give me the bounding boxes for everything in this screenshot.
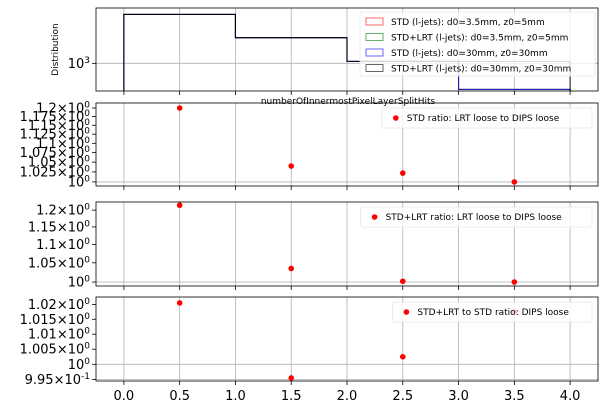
data-point [511,179,518,185]
y-tick-label: 1.175×100 [20,109,91,125]
y-tick-label: 1.05×100 [28,255,90,271]
y-tick-label: 1.025×100 [20,164,91,180]
y-tick-label: 1.01×100 [28,327,90,343]
y-tick-label: 9.95×10-1 [25,372,90,388]
y-tick-label: 1.125×100 [20,127,91,143]
panel-std-ratio: 1001.025×1001.05×1001.075×1001.1×1001.12… [20,101,599,190]
legend-label: STD+LRT (l-jets): d0=3.5mm, z0=5mm [391,34,568,44]
y-tick-label: 1.1×100 [36,136,90,152]
legend-label: STD (l-jets): d0=30mm, z0=30mm [391,49,548,59]
legend-label: STD (l-jets): d0=3.5mm, z0=5mm [391,18,545,28]
y-tick-label: 100 [68,357,91,373]
y-tick-label: 1.05×100 [28,155,90,171]
data-point [288,163,295,169]
panel-stdlrt-to-std-ratio: 9.95×10-11001.005×1001.01×1001.015×1001.… [20,296,599,404]
y-tick-label: 100 [68,275,91,291]
x-axis-label: numberOfInnermostPixelLayerSplitHits [261,97,436,107]
axes-frame [95,201,599,287]
x-tick-label: 1.5 [281,389,302,404]
legend: STD (l-jets): d0=3.5mm, z0=5mm STD+LRT (l… [359,11,596,77]
legend: STD ratio: LRT loose to DIPS loose [381,107,593,129]
legend-marker [403,309,410,315]
y-tick-label: 100 [68,174,91,190]
y-tick-label: 103 [68,56,90,72]
x-tick-label: 2.0 [337,389,358,404]
y-tick-label: 1.005×100 [20,342,91,358]
data-point [176,300,183,306]
data-point [511,279,518,285]
y-tick-label: 1.2×100 [36,203,90,219]
legend-swatch [365,17,384,26]
legend: STD+LRT ratio: LRT loose to DIPS loose [360,206,593,228]
x-tick-label: 0.0 [114,389,135,404]
data-point [399,170,406,176]
data-point [176,105,183,111]
axes-frame [95,296,599,382]
x-tick-label: 0.5 [169,389,190,404]
legend-swatch [365,48,384,57]
data-point [288,265,295,272]
legend-swatch [365,33,384,41]
y-tick-label: 1.15×100 [28,219,90,235]
x-tick-label: 4.0 [560,389,581,404]
x-tick-label: 3.0 [448,389,469,404]
y-tick-label: 1.15×100 [28,118,90,134]
legend-swatch [365,64,384,72]
x-tick-label: 1.0 [225,389,246,404]
legend-marker [393,115,399,121]
data-point [288,375,295,381]
y-tick-label: 1.2×100 [36,101,90,117]
legend: STD+LRT to STD ratio: DIPS loose [391,301,593,323]
data-point [399,278,406,285]
legend-marker [371,214,378,220]
legend-label: STD+LRT (l-jets): d0=30mm, z0=30mm [391,65,571,75]
panel-distribution: 103 Distribution numberOfInnermostPixelLay… [51,7,599,107]
legend-label: STD ratio: LRT loose to DIPS loose [407,114,560,124]
data-point [176,202,183,209]
legend-box [391,301,593,323]
y-tick-label: 1.02×100 [28,297,90,313]
y-tick-label: 1.015×100 [20,312,91,328]
data-point [399,353,406,360]
axes-frame [95,102,599,187]
legend-label: STD+LRT to STD ratio: DIPS loose [417,308,569,318]
legend-box [360,206,593,228]
axes-frame [95,7,599,92]
y-tick-label: 1.075×100 [20,145,91,161]
legend-label: STD+LRT ratio: LRT loose to DIPS loose [386,213,563,223]
legend-box [359,11,596,77]
y-axis-label: Distribution [51,23,61,76]
x-tick-label: 3.5 [504,389,525,404]
y-tick-label: 1.1×100 [36,237,90,253]
x-tick-label: 2.5 [392,389,413,404]
legend-box [381,107,593,129]
